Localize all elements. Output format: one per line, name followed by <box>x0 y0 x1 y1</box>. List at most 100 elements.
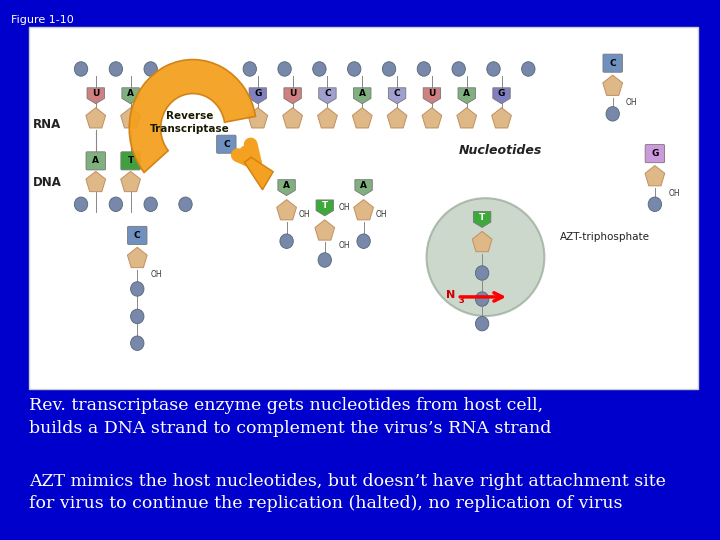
Text: OH: OH <box>626 98 638 107</box>
Text: AZT mimics the host nucleotides, but doesn’t have right attachment site
for viru: AZT mimics the host nucleotides, but doe… <box>29 472 666 512</box>
Text: G: G <box>651 149 659 158</box>
Text: RNA: RNA <box>33 118 61 131</box>
Text: T: T <box>127 157 134 165</box>
Text: OH: OH <box>376 210 387 219</box>
Circle shape <box>130 282 144 296</box>
Text: C: C <box>394 89 400 98</box>
Text: C: C <box>609 59 616 68</box>
Polygon shape <box>318 107 337 128</box>
Circle shape <box>475 266 489 280</box>
FancyBboxPatch shape <box>127 226 147 245</box>
Polygon shape <box>315 220 335 240</box>
Text: N: N <box>446 290 455 300</box>
Polygon shape <box>458 88 475 104</box>
Text: U: U <box>92 89 99 98</box>
Text: U: U <box>289 89 297 98</box>
Polygon shape <box>472 232 492 252</box>
Circle shape <box>74 197 88 212</box>
Circle shape <box>130 336 144 350</box>
Polygon shape <box>121 107 140 128</box>
Circle shape <box>312 62 326 76</box>
Polygon shape <box>354 200 374 220</box>
Circle shape <box>74 62 88 76</box>
Wedge shape <box>130 59 256 172</box>
Text: OH: OH <box>668 189 680 198</box>
Polygon shape <box>316 200 333 216</box>
FancyBboxPatch shape <box>121 152 140 170</box>
Polygon shape <box>249 88 266 104</box>
Polygon shape <box>354 88 371 104</box>
Text: C: C <box>223 140 230 149</box>
Polygon shape <box>387 107 407 128</box>
Polygon shape <box>388 88 406 104</box>
Bar <box>29 27 698 389</box>
Text: A: A <box>127 89 134 98</box>
Circle shape <box>130 309 144 323</box>
Text: C: C <box>324 89 330 98</box>
Text: G: G <box>498 89 505 98</box>
Text: OH: OH <box>338 204 350 212</box>
Circle shape <box>109 197 122 212</box>
Text: OH: OH <box>299 210 310 219</box>
Text: C: C <box>134 231 140 240</box>
Polygon shape <box>248 107 268 128</box>
Polygon shape <box>492 88 510 104</box>
Polygon shape <box>283 107 302 128</box>
Circle shape <box>475 292 489 306</box>
Polygon shape <box>457 107 477 128</box>
Circle shape <box>475 316 489 331</box>
Circle shape <box>280 234 293 248</box>
Text: Rev. transcriptase enzyme gets nucleotides from host cell,
builds a DNA strand t: Rev. transcriptase enzyme gets nucleotid… <box>29 397 552 437</box>
Polygon shape <box>355 180 372 195</box>
Polygon shape <box>121 171 140 192</box>
Circle shape <box>521 62 535 76</box>
Polygon shape <box>86 171 106 192</box>
Polygon shape <box>422 107 442 128</box>
Polygon shape <box>276 200 297 220</box>
Circle shape <box>382 62 396 76</box>
Text: A: A <box>283 181 290 190</box>
Circle shape <box>243 62 256 76</box>
Text: T: T <box>322 201 328 211</box>
Polygon shape <box>319 88 336 104</box>
Text: DNA: DNA <box>33 176 62 189</box>
Polygon shape <box>352 107 372 128</box>
Polygon shape <box>122 88 139 104</box>
Polygon shape <box>474 212 491 227</box>
Text: Reverse
Transcriptase: Reverse Transcriptase <box>150 111 230 134</box>
FancyBboxPatch shape <box>217 135 236 153</box>
Text: T: T <box>479 213 485 222</box>
Circle shape <box>109 62 122 76</box>
Polygon shape <box>86 107 106 128</box>
Polygon shape <box>423 88 441 104</box>
Circle shape <box>606 106 619 121</box>
Polygon shape <box>127 247 147 268</box>
Text: OH: OH <box>150 270 162 279</box>
Circle shape <box>487 62 500 76</box>
Text: A: A <box>92 157 99 165</box>
Circle shape <box>144 197 158 212</box>
Text: G: G <box>254 89 261 98</box>
Polygon shape <box>87 88 104 104</box>
Polygon shape <box>278 180 295 195</box>
Text: A: A <box>359 89 366 98</box>
Circle shape <box>357 234 370 248</box>
FancyBboxPatch shape <box>645 145 665 163</box>
Polygon shape <box>244 157 273 190</box>
Text: U: U <box>428 89 436 98</box>
Polygon shape <box>284 88 302 104</box>
Text: 3: 3 <box>459 296 464 305</box>
Circle shape <box>278 62 292 76</box>
Circle shape <box>179 197 192 212</box>
Polygon shape <box>645 166 665 186</box>
Text: A: A <box>360 181 367 190</box>
Polygon shape <box>492 107 511 128</box>
Circle shape <box>452 62 465 76</box>
Text: Figure 1-10: Figure 1-10 <box>11 15 73 25</box>
Polygon shape <box>603 75 623 96</box>
Circle shape <box>648 197 662 212</box>
FancyBboxPatch shape <box>603 54 622 72</box>
Ellipse shape <box>426 198 544 316</box>
Text: OH: OH <box>338 241 350 250</box>
Text: A: A <box>463 89 470 98</box>
